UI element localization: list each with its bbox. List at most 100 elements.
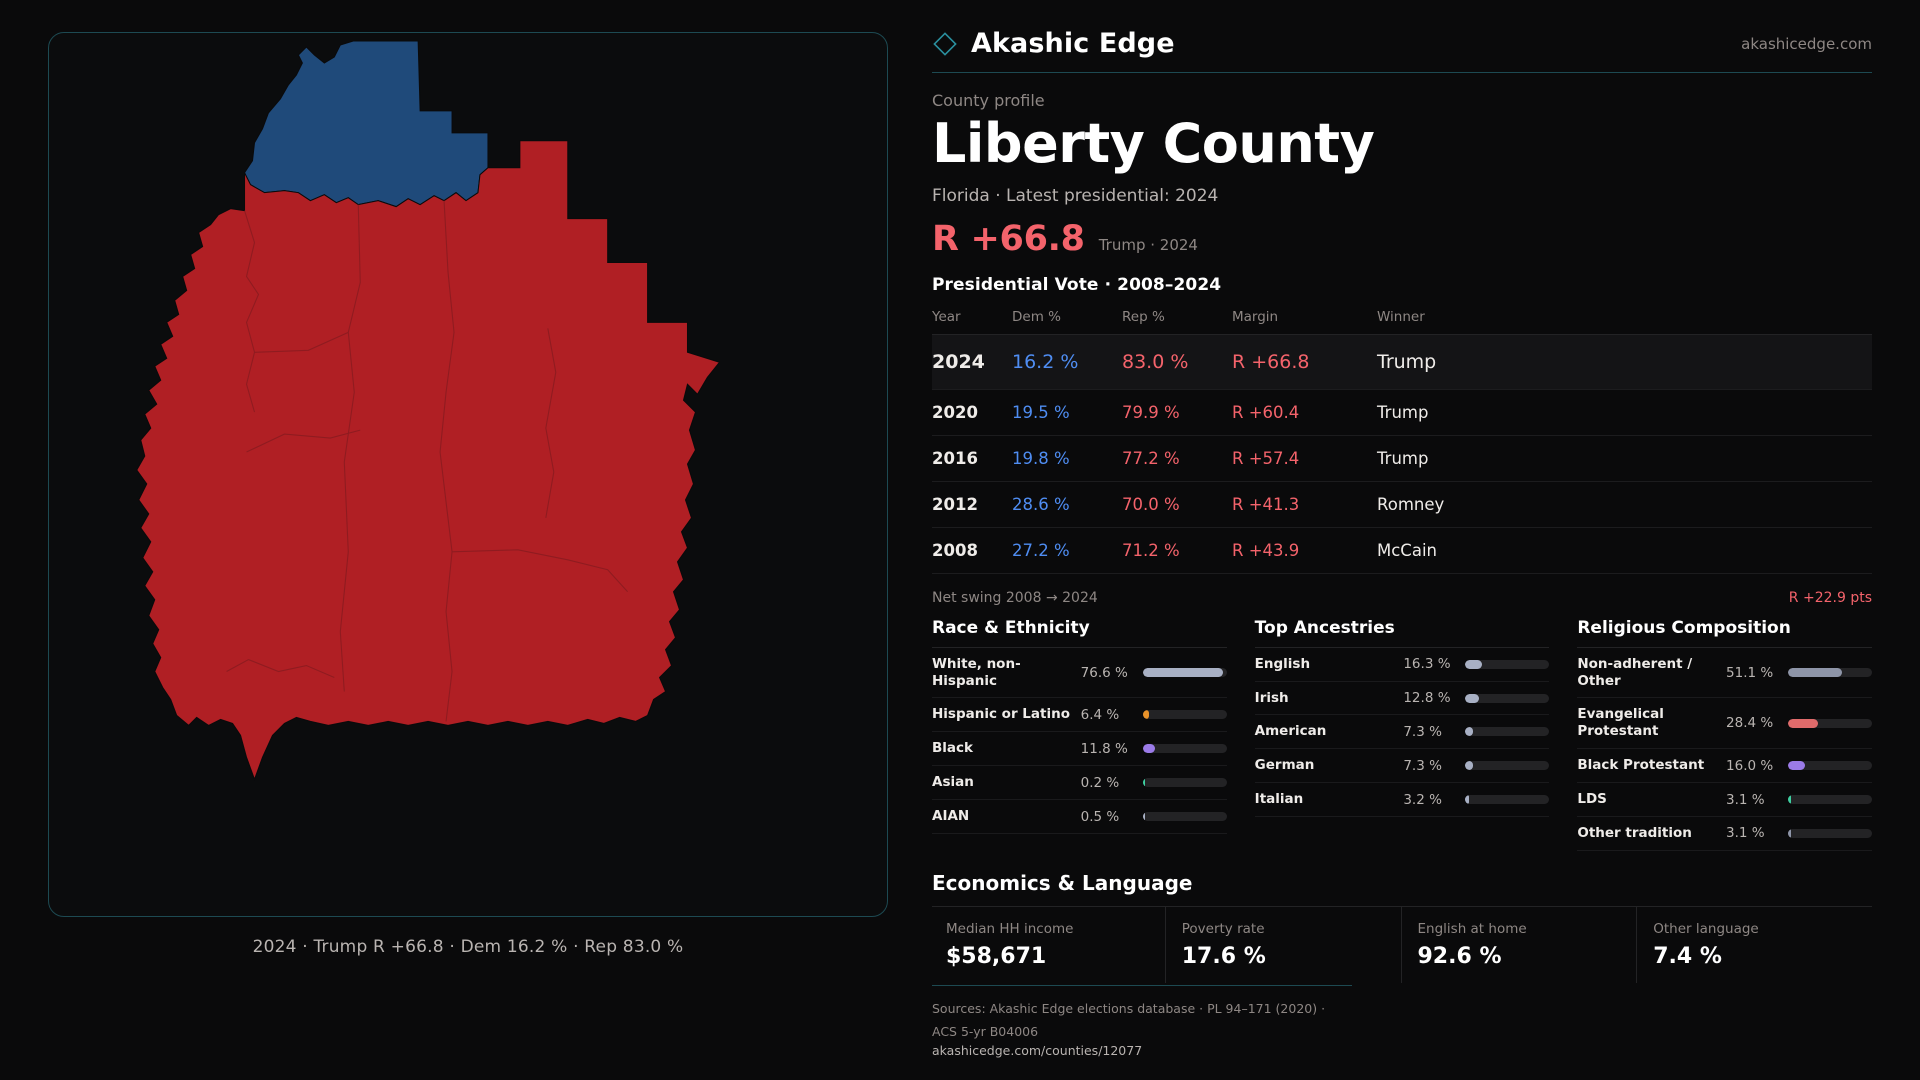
- eyebrow-label: County profile: [932, 91, 1045, 110]
- stat-bar-track: [1142, 710, 1227, 720]
- stat-label: White, non-Hispanic: [932, 655, 1021, 689]
- stat-bar-track: [1465, 693, 1550, 703]
- table-row[interactable]: 2024 16.2 % 83.0 % R +66.8 Trump: [932, 334, 1872, 390]
- footer-url[interactable]: akashicedge.com/counties/12077: [932, 1043, 1143, 1058]
- cell-rep: 83.0 %: [1122, 334, 1232, 390]
- stat-bar-fill: [1465, 727, 1473, 737]
- column-header: Margin: [1232, 303, 1377, 335]
- cell-dem: 16.2 %: [1012, 334, 1122, 390]
- county-map[interactable]: [49, 33, 887, 916]
- stat-bar-fill: [1142, 812, 1145, 821]
- presidential-vote-table: Year Dem % Rep % Margin Winner 2024 16.2 % 83.…: [932, 303, 1872, 574]
- map-region-rep[interactable]: [136, 140, 721, 781]
- cell-year: 2012: [932, 481, 1012, 528]
- stat-label: AIAN: [932, 808, 970, 825]
- stat-bar-fill: [1788, 668, 1842, 678]
- column-header: Rep %: [1122, 303, 1232, 335]
- table-row[interactable]: 2012 28.6 % 70.0 % R +41.3 Romney: [932, 481, 1872, 528]
- stat-label: Asian: [932, 774, 974, 791]
- stat-value: 28.4 %: [1726, 715, 1774, 732]
- stat-row: Black 11.8 %: [932, 732, 1227, 767]
- stat-bar-fill: [1142, 744, 1156, 754]
- map-column: 2024 · Trump R +66.8 · Dem 16.2 % · Rep …: [0, 0, 920, 1080]
- demographic-panels: Race & Ethnicity White, non-Hispanic 76.6 …: [932, 618, 1873, 851]
- econ-value: $58,671: [946, 943, 1047, 969]
- table-row[interactable]: 2016 19.8 % 77.2 % R +57.4 Trump: [932, 435, 1872, 482]
- brand-url[interactable]: akashicedge.com: [1741, 34, 1872, 53]
- cell-dem: 28.6 %: [1012, 481, 1122, 528]
- stat-bar-fill: [1788, 761, 1805, 771]
- stat-row: Black Protestant 16.0 %: [1577, 749, 1873, 784]
- econ-cell: English at home 92.6 %: [1400, 906, 1637, 983]
- table-row[interactable]: 2020 19.5 % 79.9 % R +60.4 Trump: [932, 389, 1872, 436]
- stat-value: 0.5 %: [1080, 808, 1120, 825]
- net-swing-row: Net swing 2008 → 2024 R +22.9 pts: [932, 576, 1872, 606]
- stat-bar-fill: [1142, 668, 1224, 678]
- stat-row: Italian 3.2 %: [1254, 783, 1550, 818]
- stat-row: AIAN 0.5 %: [932, 800, 1227, 834]
- cell-margin: R +60.4: [1232, 389, 1377, 436]
- cell-rep: 71.2 %: [1122, 527, 1232, 574]
- footer-sources: Sources: Akashic Edge elections database…: [932, 1001, 1326, 1039]
- cell-year: 2020: [932, 389, 1012, 436]
- diamond-icon: [933, 31, 957, 56]
- cell-winner: Trump: [1377, 389, 1872, 436]
- stat-row: LDS 3.1 %: [1577, 783, 1873, 817]
- stat-row: Hispanic or Latino 6.4 %: [932, 698, 1227, 733]
- stat-value: 3.1 %: [1726, 825, 1765, 842]
- panel-title: Race & Ethnicity: [932, 618, 1227, 648]
- column-header: Dem %: [1012, 303, 1122, 335]
- stat-bar-fill: [1788, 795, 1792, 804]
- cell-margin: R +41.3: [1232, 481, 1377, 528]
- cell-winner: Trump: [1377, 334, 1872, 390]
- econ-label: English at home: [1417, 920, 1527, 937]
- cell-rep: 70.0 %: [1122, 481, 1232, 528]
- table-row[interactable]: 2008 27.2 % 71.2 % R +43.9 McCain: [932, 527, 1872, 574]
- vote-table-title: Presidential Vote · 2008–2024: [932, 274, 1222, 295]
- footer: Sources: Akashic Edge elections database…: [932, 985, 1352, 1058]
- brand-bar: Akashic Edge akashicedge.com: [932, 28, 1872, 73]
- stat-row: Asian 0.2 %: [932, 766, 1227, 801]
- stat-bar-track: [1142, 744, 1227, 754]
- econ-value: 7.4 %: [1653, 943, 1722, 969]
- cell-dem: 27.2 %: [1012, 527, 1122, 574]
- panel-top-ancestries: Top Ancestries English 16.3 % Irish 12.8 % Am…: [1254, 618, 1550, 851]
- stat-value: 12.8 %: [1403, 690, 1451, 706]
- panel-title: Top Ancestries: [1254, 618, 1550, 648]
- stat-bar-fill: [1142, 710, 1150, 720]
- stat-row: Non-adherent / Other 51.1 %: [1577, 648, 1873, 699]
- map-frame[interactable]: [48, 32, 888, 917]
- stat-bar-track: [1465, 795, 1550, 805]
- stat-value: 6.4 %: [1080, 706, 1120, 723]
- stat-row: English 16.3 %: [1254, 648, 1550, 682]
- panel-religious-composition: Religious Composition Non-adherent / Othe…: [1577, 618, 1873, 851]
- econ-cell: Poverty rate 17.6 %: [1164, 906, 1401, 983]
- stat-label: Evangelical Protestant: [1577, 706, 1664, 740]
- stat-value: 76.6 %: [1080, 664, 1128, 681]
- cell-winner: McCain: [1377, 527, 1872, 574]
- econ-value: 17.6 %: [1181, 943, 1266, 969]
- net-swing-label: Net swing 2008 → 2024: [932, 589, 1098, 606]
- cell-margin: R +66.8: [1232, 334, 1377, 390]
- map-region-dem[interactable]: [243, 40, 489, 208]
- stat-label: Non-adherent / Other: [1577, 655, 1693, 689]
- stat-row: Other tradition 3.1 %: [1577, 817, 1873, 851]
- cell-year: 2008: [932, 527, 1012, 574]
- column-header: Winner: [1377, 303, 1872, 335]
- page-subtitle: Florida · Latest presidential: 2024: [932, 185, 1219, 206]
- cell-margin: R +57.4: [1232, 435, 1377, 482]
- stat-bar-fill: [1788, 828, 1792, 838]
- map-caption: 2024 · Trump R +66.8 · Dem 16.2 % · Rep …: [252, 937, 684, 957]
- cell-year: 2024: [932, 334, 1012, 390]
- stat-bar-track: [1788, 761, 1873, 771]
- econ-cell: Median HH income $58,671: [932, 907, 1165, 983]
- economics-title: Economics & Language: [932, 870, 1193, 895]
- stat-bar-track: [1788, 718, 1873, 728]
- econ-value: 92.6 %: [1417, 943, 1502, 969]
- economics-grid: Median HH income $58,671 Poverty rate 17.6 …: [932, 905, 1872, 983]
- stat-label: American: [1254, 723, 1327, 740]
- cell-winner: Romney: [1377, 481, 1872, 528]
- stat-value: 16.3 %: [1403, 656, 1451, 673]
- stat-row: Irish 12.8 %: [1254, 682, 1550, 716]
